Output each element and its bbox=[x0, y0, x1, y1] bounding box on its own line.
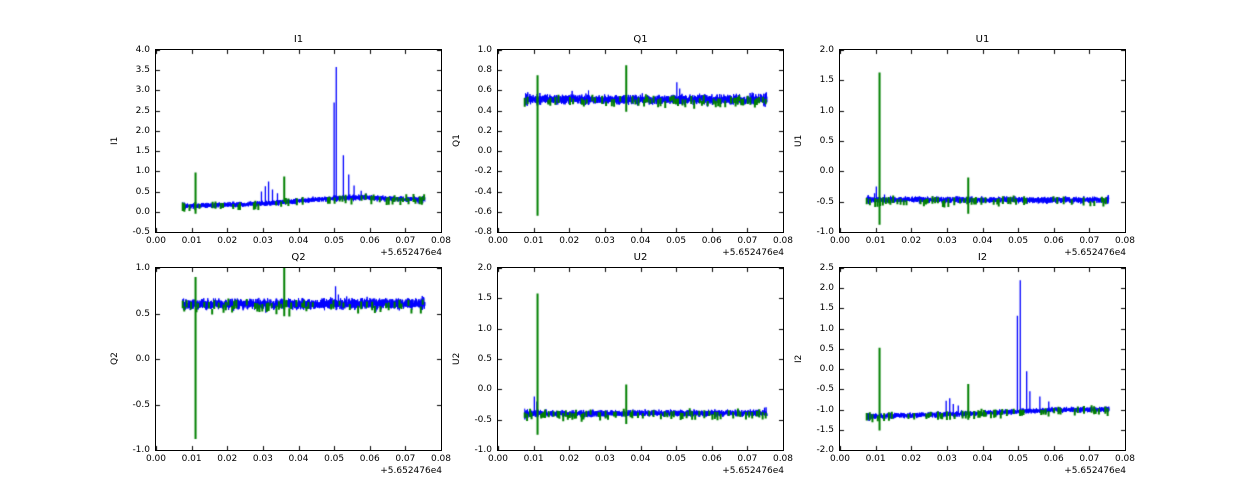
x-tick-label: 0.08 bbox=[1114, 236, 1136, 246]
x-axis-offset-label: +5.652476e4 bbox=[1064, 466, 1126, 476]
plot-canvas bbox=[156, 50, 441, 232]
x-tick-label: 0.04 bbox=[288, 236, 309, 246]
x-tick-label: 0.06 bbox=[1043, 454, 1064, 464]
x-axis-offset-label: +5.652476e4 bbox=[722, 248, 784, 258]
plot-title: Q2 bbox=[291, 252, 306, 263]
x-tick-label: 0.03 bbox=[936, 454, 957, 464]
x-tick-label: 0.02 bbox=[217, 454, 238, 464]
x-tick-label: 0.06 bbox=[359, 236, 380, 246]
x-tick-label: 0.04 bbox=[630, 454, 651, 464]
subplot-q1: Q1 Q1 -0.8 -0.6 -0.4 -0.2 0.0 0.2 0.4 0.6 0.8 1.0… bbox=[452, 34, 793, 258]
x-axis-offset-label: +5.652476e4 bbox=[722, 466, 784, 476]
x-tick-label: 0.06 bbox=[359, 454, 380, 464]
x-tick-label: 0.08 bbox=[772, 236, 794, 246]
x-tick-label: 0.08 bbox=[1114, 454, 1136, 464]
x-tick-label: 0.01 bbox=[523, 236, 544, 246]
x-tick-label: 0.01 bbox=[865, 454, 886, 464]
x-axis-offset-label: +5.652476e4 bbox=[380, 466, 442, 476]
x-tick-label: 0.05 bbox=[1008, 454, 1029, 464]
x-tick-label: 0.03 bbox=[594, 454, 615, 464]
x-tick-label: 0.08 bbox=[430, 236, 452, 246]
plot-title: I2 bbox=[977, 252, 988, 263]
x-tick-label: 0.02 bbox=[559, 236, 580, 246]
x-tick-label: 0.05 bbox=[666, 236, 687, 246]
x-tick-label: 0.04 bbox=[972, 236, 993, 246]
plot-title: Q1 bbox=[633, 34, 648, 45]
x-tick-label: 0.04 bbox=[972, 454, 993, 464]
x-tick-label: 0.07 bbox=[395, 454, 416, 464]
x-tick-label: 0.02 bbox=[217, 236, 238, 246]
x-tick-label: 0.07 bbox=[1079, 236, 1100, 246]
subplot-u1: U1 U1 -1.0 -0.5 0.0 0.5 1.0 1.5 2.0 0.00 0.01 0.… bbox=[794, 34, 1135, 258]
x-tick-label: 0.00 bbox=[829, 236, 851, 246]
plot-canvas bbox=[498, 50, 783, 232]
x-tick-label: 0.06 bbox=[701, 236, 722, 246]
x-tick-label: 0.07 bbox=[395, 236, 416, 246]
x-tick-label: 0.05 bbox=[324, 454, 345, 464]
y-axis-label: U1 bbox=[794, 134, 804, 148]
plot-canvas bbox=[156, 268, 441, 450]
plot-title: U2 bbox=[633, 252, 648, 263]
y-axis-label: I1 bbox=[110, 136, 120, 146]
x-tick-label: 0.00 bbox=[487, 236, 509, 246]
x-tick-label: 0.05 bbox=[666, 454, 687, 464]
x-tick-label: 0.01 bbox=[523, 454, 544, 464]
subplot-i2: I2 I2 -2.0 -1.5 -1.0 -0.5 0.0 0.5 1.0 1.5 2.0 2.5… bbox=[794, 252, 1135, 476]
plot-canvas bbox=[840, 50, 1125, 232]
x-tick-label: 0.02 bbox=[901, 454, 922, 464]
subplot-i1: I1 I1 -0.5 0.0 0.5 1.0 1.5 2.0 2.5 3.0 3.5 4.0 0.… bbox=[110, 34, 451, 258]
x-tick-label: 0.02 bbox=[559, 454, 580, 464]
x-tick-label: 0.06 bbox=[701, 454, 722, 464]
x-axis-offset-label: +5.652476e4 bbox=[380, 248, 442, 258]
plot-canvas bbox=[498, 268, 783, 450]
x-tick-label: 0.00 bbox=[145, 454, 167, 464]
x-tick-label: 0.01 bbox=[181, 236, 202, 246]
x-tick-label: 0.01 bbox=[181, 454, 202, 464]
x-tick-label: 0.03 bbox=[594, 236, 615, 246]
x-tick-label: 0.05 bbox=[324, 236, 345, 246]
x-tick-label: 0.04 bbox=[288, 454, 309, 464]
x-tick-label: 0.00 bbox=[829, 454, 851, 464]
plot-title: I1 bbox=[293, 34, 304, 45]
x-tick-label: 0.03 bbox=[252, 454, 273, 464]
x-tick-label: 0.05 bbox=[1008, 236, 1029, 246]
x-axis-offset-label: +5.652476e4 bbox=[1064, 248, 1126, 258]
x-tick-label: 0.01 bbox=[865, 236, 886, 246]
x-tick-label: 0.07 bbox=[737, 454, 758, 464]
x-tick-label: 0.04 bbox=[630, 236, 651, 246]
x-tick-label: 0.07 bbox=[1079, 454, 1100, 464]
x-tick-label: 0.00 bbox=[145, 236, 167, 246]
y-axis-label: Q1 bbox=[452, 134, 462, 148]
x-tick-label: 0.08 bbox=[430, 454, 452, 464]
x-tick-label: 0.00 bbox=[487, 454, 509, 464]
subplot-q2: Q2 Q2 -1.0 -0.5 0.0 0.5 1.0 0.00 0.01 0.02 0.03… bbox=[110, 252, 451, 476]
plot-title: U1 bbox=[975, 34, 990, 45]
subplot-u2: U2 U2 -1.0 -0.5 0.0 0.5 1.0 1.5 2.0 0.00 0.01 0.… bbox=[452, 252, 793, 476]
y-axis-label: I2 bbox=[794, 354, 804, 364]
y-axis-label: Q2 bbox=[110, 352, 120, 366]
y-axis-label: U2 bbox=[452, 352, 462, 366]
x-tick-label: 0.06 bbox=[1043, 236, 1064, 246]
x-tick-label: 0.03 bbox=[936, 236, 957, 246]
plot-canvas bbox=[840, 268, 1125, 450]
x-tick-label: 0.07 bbox=[737, 236, 758, 246]
x-tick-label: 0.02 bbox=[901, 236, 922, 246]
x-tick-label: 0.08 bbox=[772, 454, 794, 464]
x-tick-label: 0.03 bbox=[252, 236, 273, 246]
